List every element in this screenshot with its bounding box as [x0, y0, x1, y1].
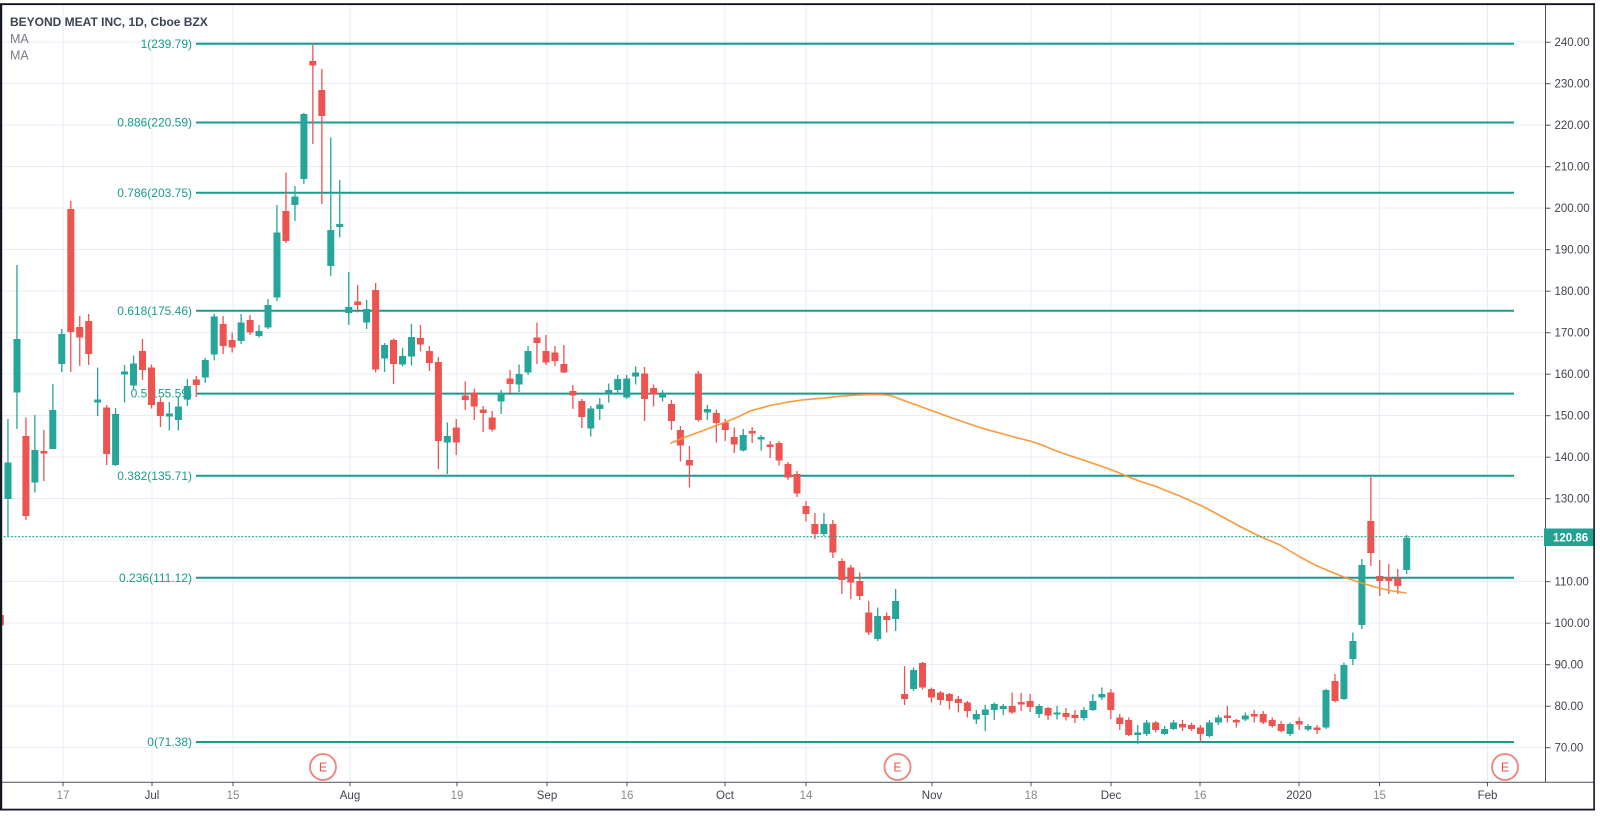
svg-text:Dec: Dec — [1101, 790, 1122, 802]
svg-text:150.00: 150.00 — [1555, 411, 1590, 423]
svg-text:140.00: 140.00 — [1555, 452, 1590, 464]
svg-text:170.00: 170.00 — [1555, 328, 1590, 340]
svg-text:0.5(155.59): 0.5(155.59) — [131, 387, 192, 401]
svg-text:120.86: 120.86 — [1553, 533, 1588, 545]
svg-text:17: 17 — [57, 790, 70, 802]
svg-text:MA: MA — [10, 32, 29, 46]
svg-text:19: 19 — [451, 790, 464, 802]
svg-text:16: 16 — [621, 790, 634, 802]
svg-text:Nov: Nov — [922, 790, 943, 802]
svg-text:80.00: 80.00 — [1555, 701, 1584, 713]
svg-text:E: E — [893, 761, 901, 775]
svg-text:14: 14 — [800, 790, 813, 802]
svg-text:Feb: Feb — [1478, 790, 1498, 802]
svg-text:70.00: 70.00 — [1555, 743, 1584, 755]
svg-text:BEYOND MEAT INC, 1D, Cboe BZX: BEYOND MEAT INC, 1D, Cboe BZX — [10, 15, 208, 29]
svg-text:100.00: 100.00 — [1555, 618, 1590, 630]
svg-text:2020: 2020 — [1286, 790, 1312, 802]
svg-text:18: 18 — [1025, 790, 1038, 802]
svg-text:220.00: 220.00 — [1555, 120, 1590, 132]
svg-text:130.00: 130.00 — [1555, 494, 1590, 506]
svg-text:Oct: Oct — [716, 790, 735, 802]
svg-text:E: E — [1501, 761, 1509, 775]
svg-text:0.886(220.59): 0.886(220.59) — [117, 116, 192, 130]
svg-text:180.00: 180.00 — [1555, 286, 1590, 298]
svg-text:230.00: 230.00 — [1555, 79, 1590, 91]
svg-text:90.00: 90.00 — [1555, 660, 1584, 672]
svg-text:0.618(175.46): 0.618(175.46) — [117, 304, 192, 318]
svg-text:Sep: Sep — [537, 790, 557, 802]
svg-text:E: E — [319, 761, 327, 775]
svg-text:160.00: 160.00 — [1555, 369, 1590, 381]
svg-text:16: 16 — [1194, 790, 1207, 802]
svg-text:110.00: 110.00 — [1555, 577, 1589, 589]
svg-text:Jul: Jul — [145, 790, 160, 802]
svg-text:MA: MA — [10, 49, 29, 63]
svg-text:15: 15 — [1373, 790, 1386, 802]
svg-text:15: 15 — [227, 790, 240, 802]
svg-text:190.00: 190.00 — [1555, 245, 1590, 257]
svg-text:0(71.38): 0(71.38) — [147, 735, 192, 749]
svg-text:240.00: 240.00 — [1555, 37, 1590, 49]
svg-text:0.786(203.75): 0.786(203.75) — [117, 186, 192, 200]
svg-text:Aug: Aug — [340, 790, 360, 802]
svg-text:1(239.79): 1(239.79) — [141, 37, 192, 51]
svg-text:210.00: 210.00 — [1555, 162, 1590, 174]
svg-text:0.236(111.12): 0.236(111.12) — [119, 571, 192, 585]
svg-text:0.382(135.71): 0.382(135.71) — [117, 469, 192, 483]
svg-text:200.00: 200.00 — [1555, 203, 1590, 215]
